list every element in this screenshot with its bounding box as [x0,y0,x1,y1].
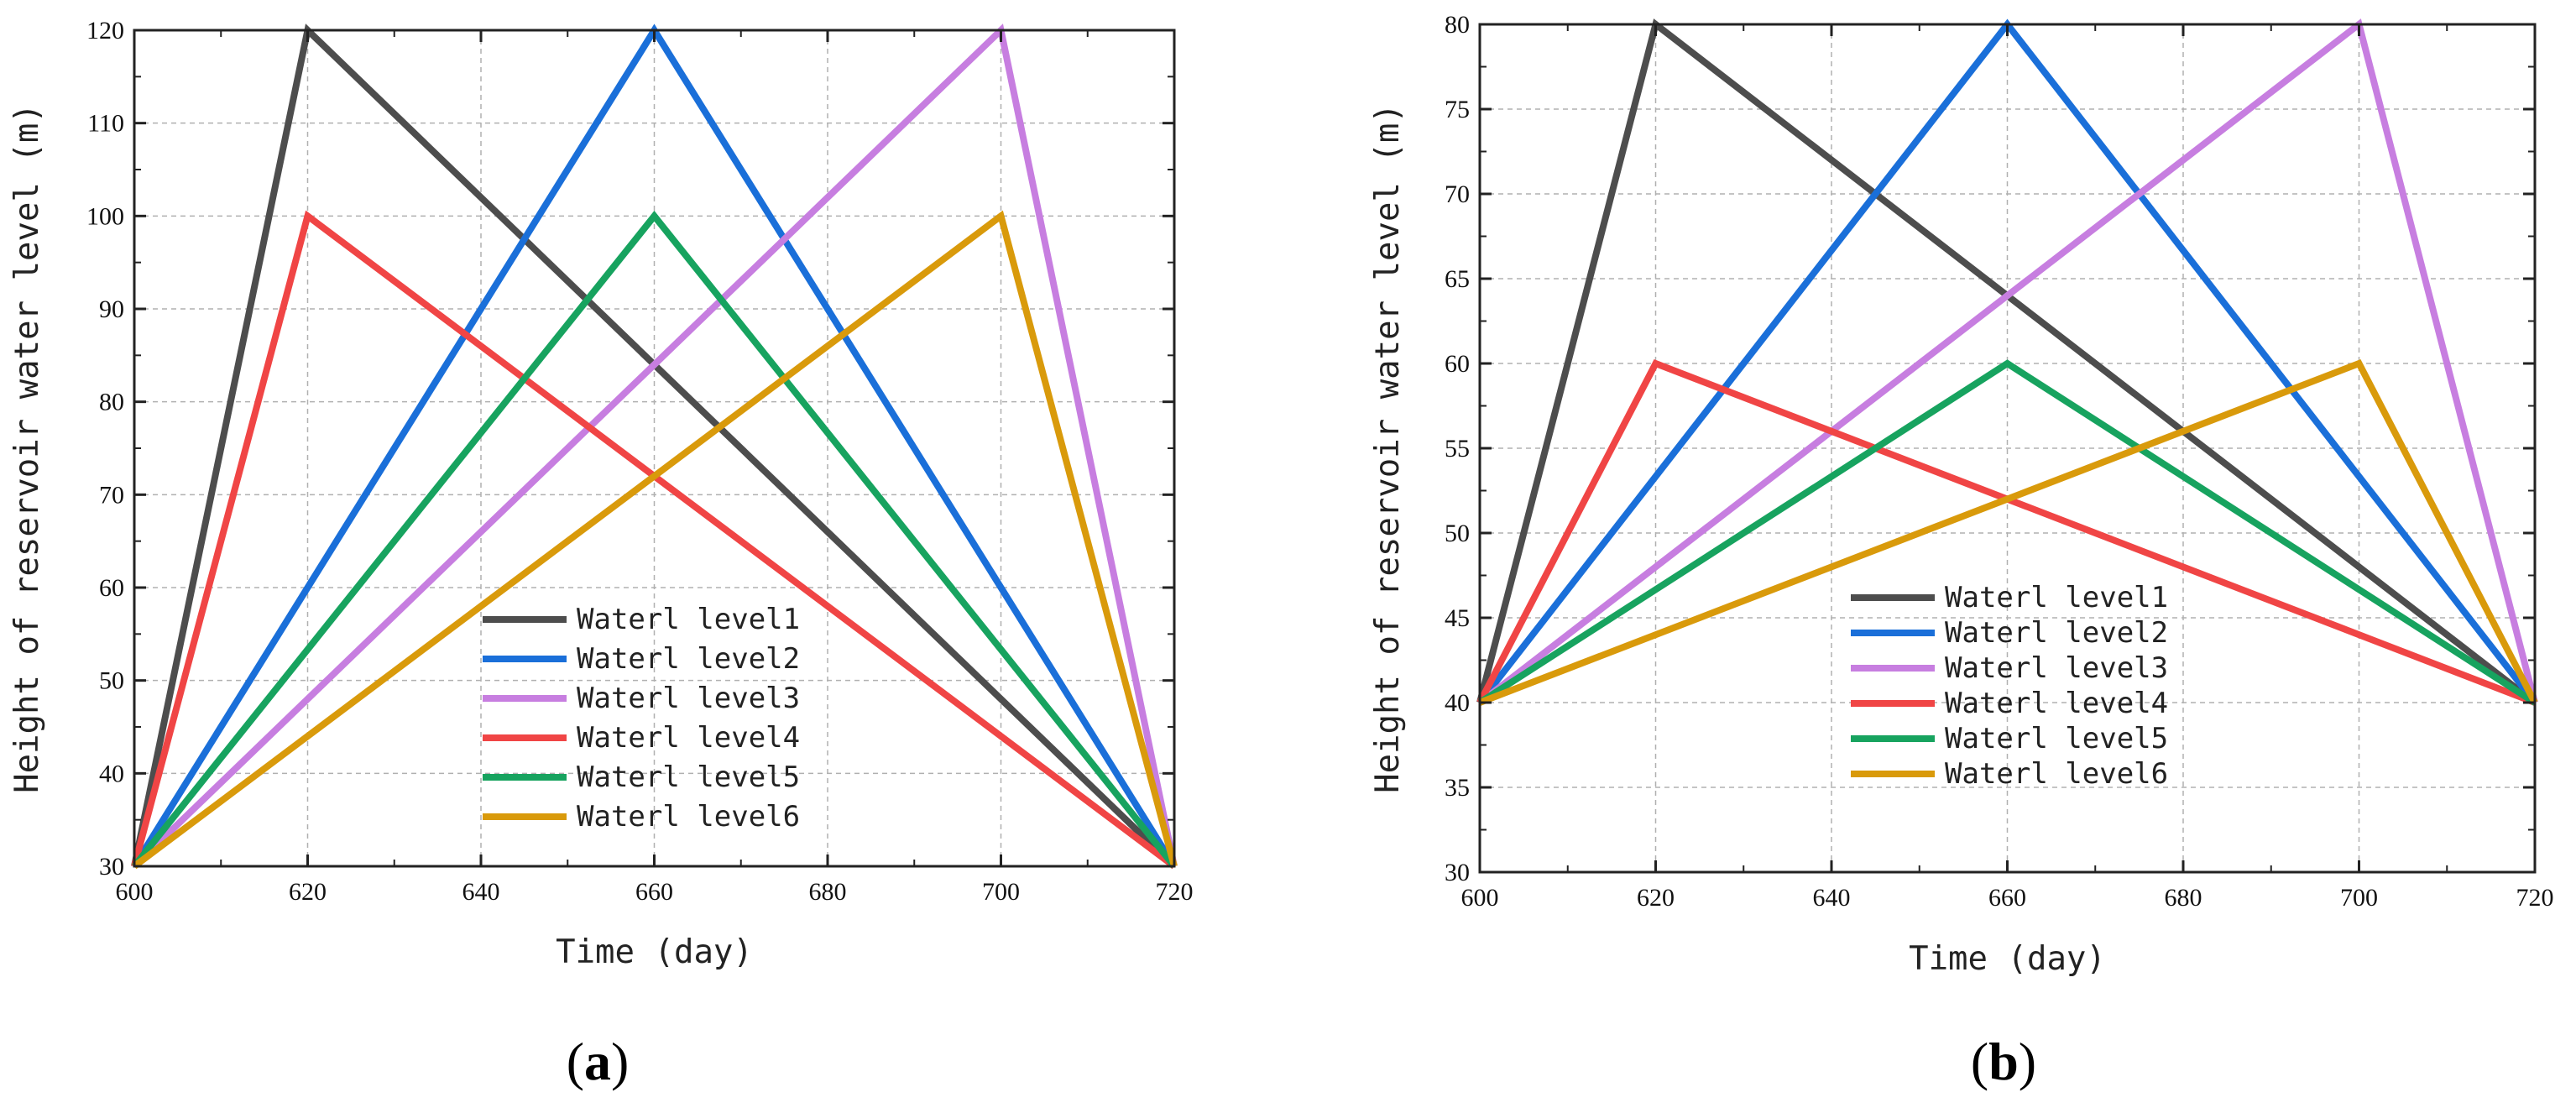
x-tick-label: 640 [462,878,500,906]
x-tick-label: 700 [2340,884,2378,912]
panel-caption: (b) [1971,1032,2036,1091]
y-tick-label: 70 [1445,180,1470,208]
legend-label-5: Waterl level5 [1945,722,2168,755]
legend-label-2: Waterl level2 [577,642,800,676]
y-tick-label: 40 [99,760,124,787]
y-tick-label: 40 [1445,689,1470,717]
series-line-5 [131,210,1178,869]
x-tick-label: 620 [1637,884,1675,912]
y-axis-label: Height of reservoir water level (m) [8,103,46,793]
caption-letter: b [1988,1032,2019,1091]
legend-label-2: Waterl level2 [1945,616,2168,650]
y-tick-label: 35 [1445,774,1470,802]
y-tick-label: 100 [86,202,124,230]
y-tick-label: 60 [1445,350,1470,378]
legend-label-4: Waterl level4 [577,721,800,755]
legend-label-3: Waterl level3 [577,682,800,715]
chart-panel-b: 600 620 640 660 680 700 720 30 35 40 45 50 55 60 65 70 7… [1369,11,2554,1091]
series-line-6 [132,210,1178,870]
x-axis-label: Time (day) [1909,940,2106,978]
legend-label-1: Waterl level1 [577,603,800,636]
y-tick-label: 90 [99,295,124,323]
legend-label-5: Waterl level5 [577,760,800,794]
y-tick-label: 50 [1445,520,1470,547]
y-tick-label: 50 [99,667,124,695]
y-tick-label: 110 [87,110,124,138]
y-tick-label: 60 [99,574,124,602]
panel-caption: (a) [567,1032,630,1091]
series-line-5 [1477,359,2537,706]
series-line-4 [131,210,1177,870]
y-tick-label: 120 [86,17,124,44]
y-tick-label: 55 [1445,435,1470,463]
chart-panel-a: 600 620 640 660 680 700 720 30 40 50 60 70 80 90 100 11… [8,17,1194,1091]
legend: Waterl level1 Waterl level2 Waterl level3 W… [483,603,800,834]
legend-label-1: Waterl level1 [1945,581,2168,614]
legend-label-3: Waterl level3 [1945,651,2168,685]
y-tick-label: 70 [99,481,124,509]
legend-label-4: Waterl level4 [1945,687,2168,720]
x-tick-label: 720 [2516,884,2554,912]
y-tick-label: 30 [1445,859,1470,886]
x-tick-label: 600 [1461,884,1499,912]
caption-paren-open: ( [567,1032,584,1091]
x-tick-label: 660 [635,878,673,906]
x-tick-label: 720 [1156,878,1194,906]
x-tick-label: 660 [1988,884,2026,912]
caption-paren-close: ) [2019,1032,2036,1091]
caption-letter: a [584,1032,611,1091]
y-tick-label: 65 [1445,265,1470,293]
caption-paren-open: ( [1971,1032,1988,1091]
y-tick-label: 80 [99,389,124,416]
legend-label-6: Waterl level6 [577,800,800,834]
x-tick-label: 600 [116,878,154,906]
legend-label-6: Waterl level6 [1945,757,2168,791]
y-axis-label: Height of reservoir water level (m) [1369,103,1407,793]
x-tick-label: 680 [2165,884,2202,912]
caption-paren-close: ) [611,1032,629,1091]
x-axis-label: Time (day) [556,933,753,971]
x-tick-label: 640 [1813,884,1851,912]
series-line-4 [1476,358,2537,706]
x-tick-label: 680 [809,878,847,906]
x-tick-label: 700 [982,878,1020,906]
y-tick-label: 45 [1445,604,1470,632]
y-tick-label: 30 [99,853,124,881]
y-tick-label: 75 [1445,96,1470,123]
y-tick-label: 80 [1445,11,1470,39]
series-line-6 [1478,358,2538,706]
x-tick-label: 620 [289,878,327,906]
